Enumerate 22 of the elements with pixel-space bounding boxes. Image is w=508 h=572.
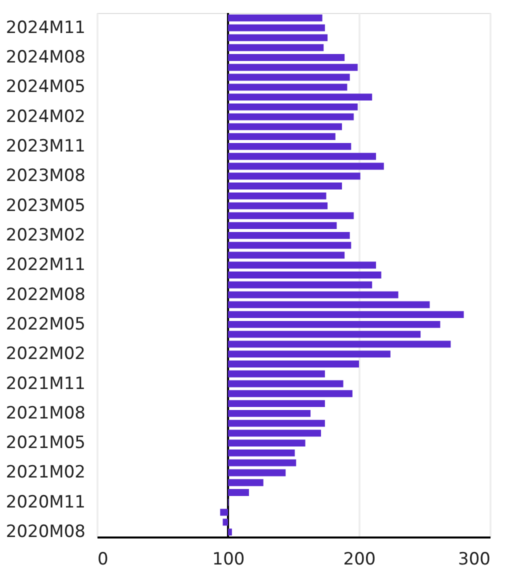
y-tick-label: 2021M08 <box>6 403 86 424</box>
x-tick-label: 0 <box>98 550 108 570</box>
y-tick-label: 2024M11 <box>6 18 86 38</box>
x-tick-label: 300 <box>458 550 490 570</box>
y-tick-label: 2023M05 <box>6 196 86 216</box>
y-tick-label: 2020M08 <box>6 522 86 542</box>
y-tick-label: 2023M08 <box>6 166 86 186</box>
y-tick-label: 2021M05 <box>6 433 86 454</box>
y-tick-label: 2021M11 <box>6 374 86 394</box>
x-tick-label: 100 <box>212 550 245 570</box>
y-tick-label: 2021M02 <box>6 462 86 483</box>
y-tick-label: 2023M02 <box>6 225 86 246</box>
y-tick-label: 2024M05 <box>6 77 86 98</box>
y-tick-label: 2024M02 <box>6 106 86 127</box>
y-tick-label: 2022M05 <box>6 314 86 334</box>
y-tick-label: 2022M08 <box>6 284 86 305</box>
x-tick-label: 200 <box>343 550 376 570</box>
y-tick-label: 2024M08 <box>6 47 86 68</box>
y-tick-label: 2022M11 <box>6 255 86 276</box>
y-tick-label: 2020M11 <box>6 492 86 512</box>
y-tick-label: 2022M02 <box>6 344 86 364</box>
y-tick-label: 2023M11 <box>6 136 86 156</box>
